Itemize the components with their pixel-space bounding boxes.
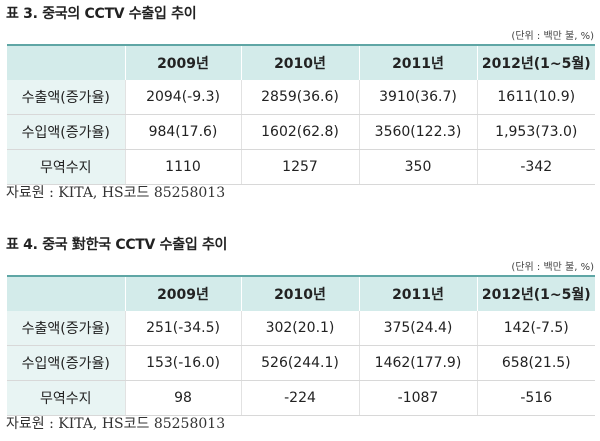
- table-cell: 1602(62.8): [240, 114, 359, 150]
- table-cell: 658(21.5): [476, 345, 595, 381]
- header-cell: 2010년: [240, 275, 359, 311]
- unit-note: (단위 : 백만 불, %): [511, 262, 594, 273]
- table-cell: 2859(36.6): [240, 80, 359, 115]
- row-label: 수입액(증가율): [7, 114, 125, 150]
- table-cell: -342: [476, 149, 595, 185]
- table-cell: 375(24.4): [358, 311, 477, 346]
- table-row: 수출액(증가율) 251(-34.5) 302(20.1) 375(24.4) …: [7, 311, 595, 346]
- header-cell: 2011년: [358, 275, 477, 311]
- table-cell: 251(-34.5): [124, 311, 241, 346]
- header-cell: 2012년(1~5월): [476, 275, 595, 311]
- table-row: 수입액(증가율) 153(-16.0) 526(244.1) 1462(177.…: [7, 345, 595, 381]
- table-cell: 3910(36.7): [358, 80, 477, 115]
- header-cell: 2009년: [124, 275, 241, 311]
- table-cell: 1462(177.9): [358, 345, 477, 381]
- row-label: 수출액(증가율): [7, 311, 125, 346]
- table-cell: 1257: [240, 149, 359, 185]
- header-cell: 2010년: [240, 44, 359, 80]
- table-title: 표 4. 중국 對한국 CCTV 수출입 추이: [6, 237, 228, 253]
- table-cell: 1110: [124, 149, 241, 185]
- row-label: 수입액(증가율): [7, 345, 125, 381]
- row-label: 수출액(증가율): [7, 80, 125, 115]
- table-row: 무역수지 98 -224 -1087 -516: [7, 380, 595, 416]
- row-label: 무역수지: [7, 380, 125, 416]
- table-cell: 1,953(73.0): [476, 114, 595, 150]
- table-cell: -516: [476, 380, 595, 416]
- header-corner: [7, 44, 125, 80]
- table-title: 표 3. 중국의 CCTV 수출입 추이: [6, 6, 197, 22]
- header-row: 2009년 2010년 2011년 2012년(1~5월): [7, 275, 595, 311]
- unit-note: (단위 : 백만 불, %): [511, 31, 594, 42]
- table-cell: -224: [240, 380, 359, 416]
- row-label: 무역수지: [7, 149, 125, 185]
- data-table: 2009년 2010년 2011년 2012년(1~5월) 수출액(증가율) 2…: [7, 44, 595, 185]
- table-cell: -1087: [358, 380, 477, 416]
- header-cell: 2012년(1~5월): [476, 44, 595, 80]
- table-cell: 153(-16.0): [124, 345, 241, 381]
- table-row: 무역수지 1110 1257 350 -342: [7, 149, 595, 185]
- table-cell: 526(244.1): [240, 345, 359, 381]
- table-cell: 98: [124, 380, 241, 416]
- header-cell: 2011년: [358, 44, 477, 80]
- data-table: 2009년 2010년 2011년 2012년(1~5월) 수출액(증가율) 2…: [7, 275, 595, 416]
- table-cell: 984(17.6): [124, 114, 241, 150]
- table-cell: 1611(10.9): [476, 80, 595, 115]
- header-corner: [7, 275, 125, 311]
- source-note: 자료원 : KITA, HS코드 85258013: [6, 185, 226, 201]
- table-row: 수입액(증가율) 984(17.6) 1602(62.8) 3560(122.3…: [7, 114, 595, 150]
- table-cell: 350: [358, 149, 477, 185]
- table-cell: 2094(-9.3): [124, 80, 241, 115]
- table-cell: 302(20.1): [240, 311, 359, 346]
- header-row: 2009년 2010년 2011년 2012년(1~5월): [7, 44, 595, 80]
- table-row: 수출액(증가율) 2094(-9.3) 2859(36.6) 3910(36.7…: [7, 80, 595, 115]
- source-note: 자료원 : KITA, HS코드 85258013: [6, 416, 226, 432]
- table-cell: 3560(122.3): [358, 114, 477, 150]
- header-cell: 2009년: [124, 44, 241, 80]
- table-cell: 142(-7.5): [476, 311, 595, 346]
